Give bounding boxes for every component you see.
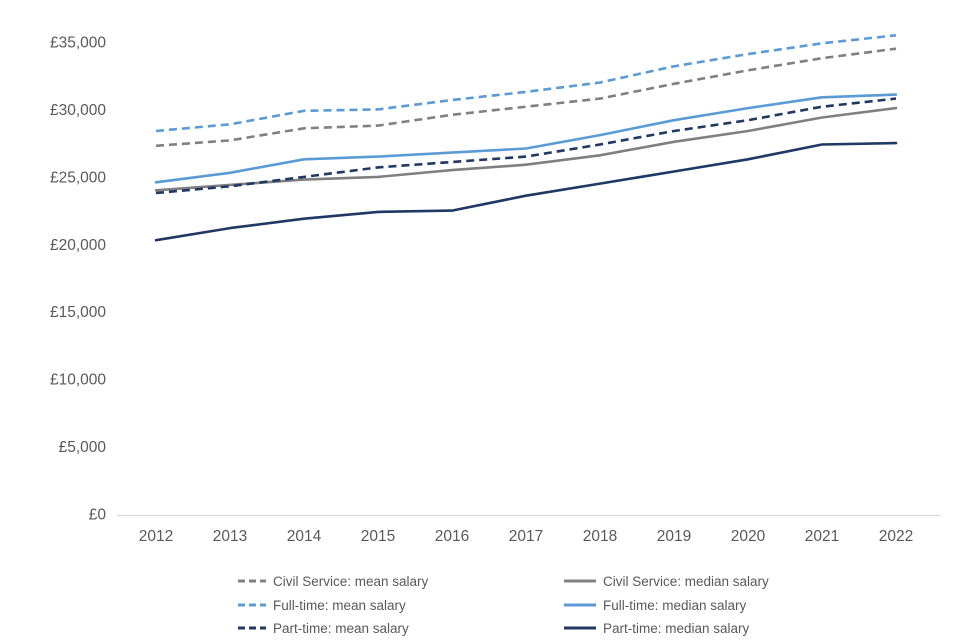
y-axis-tick-label: £25,000	[50, 169, 106, 186]
x-axis-tick-label: 2020	[731, 528, 766, 545]
legend-item-part-time-median: Part-time: median salary	[563, 618, 749, 638]
legend-marker-part-time-mean	[238, 626, 266, 630]
legend-label: Part-time: mean salary	[273, 620, 409, 636]
salary-line-chart: £0 £5,000 £10,000 £15,000 £20,000 £25,000 £30,…	[50, 34, 940, 545]
y-axis-tick-label: £5,000	[59, 439, 107, 456]
y-axis-tick-label: £15,000	[50, 304, 106, 321]
legend-item-civil-service-median: Civil Service: median salary	[563, 571, 769, 591]
series-line-full-time-median-salary	[154, 93, 898, 184]
y-axis-tick-label: £30,000	[50, 102, 106, 119]
series-line-civil-service-mean-salary	[155, 47, 897, 148]
series-line-civil-service-median-salary	[154, 106, 898, 192]
legend-item-full-time-median: Full-time: median salary	[563, 595, 746, 615]
x-axis-tick-label: 2019	[657, 528, 691, 545]
x-axis-tick-label: 2012	[139, 528, 173, 545]
y-axis-tick-label: £0	[89, 507, 107, 524]
legend-marker-part-time-median	[564, 626, 596, 630]
legend-label: Full-time: median salary	[603, 597, 747, 613]
y-axis-tick-label: £10,000	[50, 372, 106, 389]
x-axis-tick-label: 2022	[879, 528, 913, 545]
x-axis-tick-label: 2018	[583, 528, 617, 545]
x-axis-tick-label: 2015	[361, 528, 395, 545]
legend-marker-civil-service-mean	[238, 579, 266, 583]
x-axis-tick-label: 2014	[287, 528, 322, 545]
chart-legend: Civil Service: mean salary Civil Service…	[0, 570, 960, 640]
x-axis-tick-label: 2021	[805, 528, 839, 545]
legend-label: Full-time: mean salary	[273, 597, 406, 613]
y-axis-tick-label: £20,000	[50, 237, 106, 254]
legend-label: Civil Service: mean salary	[273, 573, 429, 589]
x-axis-tick-label: 2016	[435, 528, 469, 545]
x-axis-tick-label: 2013	[213, 528, 247, 545]
legend-marker-civil-service-median	[564, 579, 596, 583]
legend-item-civil-service-mean: Civil Service: mean salary	[237, 571, 428, 591]
series-line-part-time-mean-salary	[155, 97, 897, 195]
y-axis-tick-label: £35,000	[50, 35, 106, 52]
series-line-part-time-median-salary	[154, 141, 898, 242]
legend-item-full-time-mean: Full-time: mean salary	[237, 595, 406, 615]
x-axis-tick-label: 2017	[509, 528, 543, 545]
legend-marker-full-time-median	[564, 603, 596, 607]
series-line-full-time-mean-salary	[155, 34, 897, 133]
legend-item-part-time-mean: Part-time: mean salary	[237, 618, 409, 638]
legend-marker-full-time-mean	[238, 603, 266, 607]
legend-label: Civil Service: median salary	[603, 573, 769, 589]
legend-label: Part-time: median salary	[603, 620, 750, 636]
